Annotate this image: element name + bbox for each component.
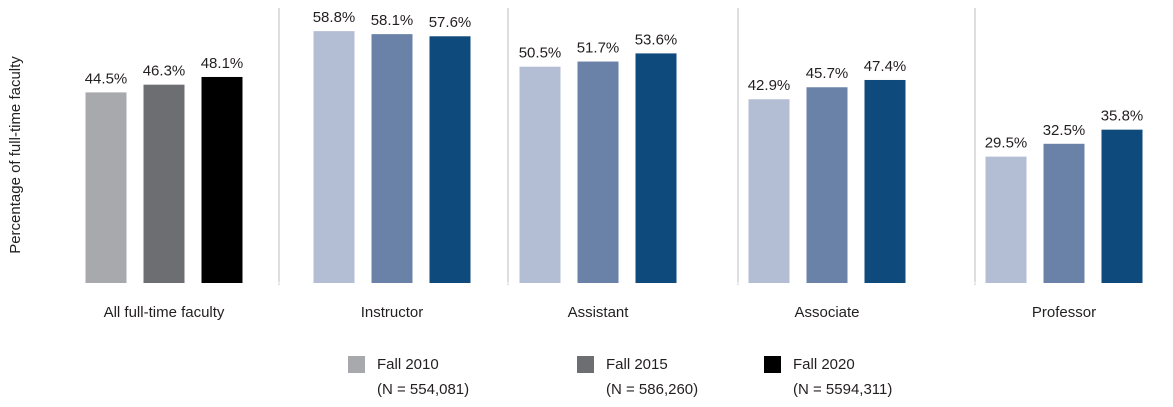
bar (985, 156, 1027, 283)
legend-swatch (348, 356, 365, 373)
x-tick-label: Instructor (361, 304, 424, 321)
value-label: 45.7% (806, 65, 849, 82)
bar (748, 99, 790, 284)
legend-note: (N = 5594,311) (793, 381, 892, 398)
value-label: 58.1% (371, 12, 414, 29)
bar (635, 53, 677, 284)
legend-label: Fall 2010 (377, 356, 439, 373)
x-tick-label: Assistant (568, 304, 630, 321)
bar (1101, 129, 1143, 283)
x-tick-label: Professor (1032, 304, 1096, 321)
value-label: 48.1% (201, 55, 244, 72)
value-label: 46.3% (143, 63, 186, 80)
value-label: 47.4% (864, 58, 907, 75)
bar (313, 31, 355, 283)
legend-swatch (577, 356, 594, 373)
value-label: 42.9% (748, 77, 791, 94)
legend-label: Fall 2015 (606, 356, 668, 373)
bar (577, 61, 619, 283)
y-axis-label: Percentage of full-time faculty (7, 56, 24, 254)
x-tick-label: All full-time faculty (104, 304, 225, 321)
bar (519, 66, 561, 283)
value-label: 58.8% (313, 9, 356, 26)
bar (429, 36, 471, 283)
value-label: 51.7% (577, 40, 620, 57)
bar (143, 84, 185, 283)
legend-swatch (764, 356, 781, 373)
bar (1043, 143, 1085, 283)
value-label: 35.8% (1101, 108, 1144, 125)
x-tick-label: Associate (794, 304, 859, 321)
bar (85, 92, 127, 284)
bar (864, 79, 906, 283)
value-label: 44.5% (85, 70, 128, 87)
bar (201, 76, 243, 283)
legend-label: Fall 2020 (793, 356, 855, 373)
legend-note: (N = 554,081) (377, 381, 469, 398)
value-label: 57.6% (429, 14, 472, 31)
value-label: 32.5% (1043, 122, 1086, 139)
bar (371, 34, 413, 283)
bar (806, 87, 848, 283)
legend-note: (N = 586,260) (606, 381, 698, 398)
value-label: 50.5% (519, 45, 562, 62)
value-label: 29.5% (985, 135, 1028, 152)
value-label: 53.6% (635, 31, 678, 48)
